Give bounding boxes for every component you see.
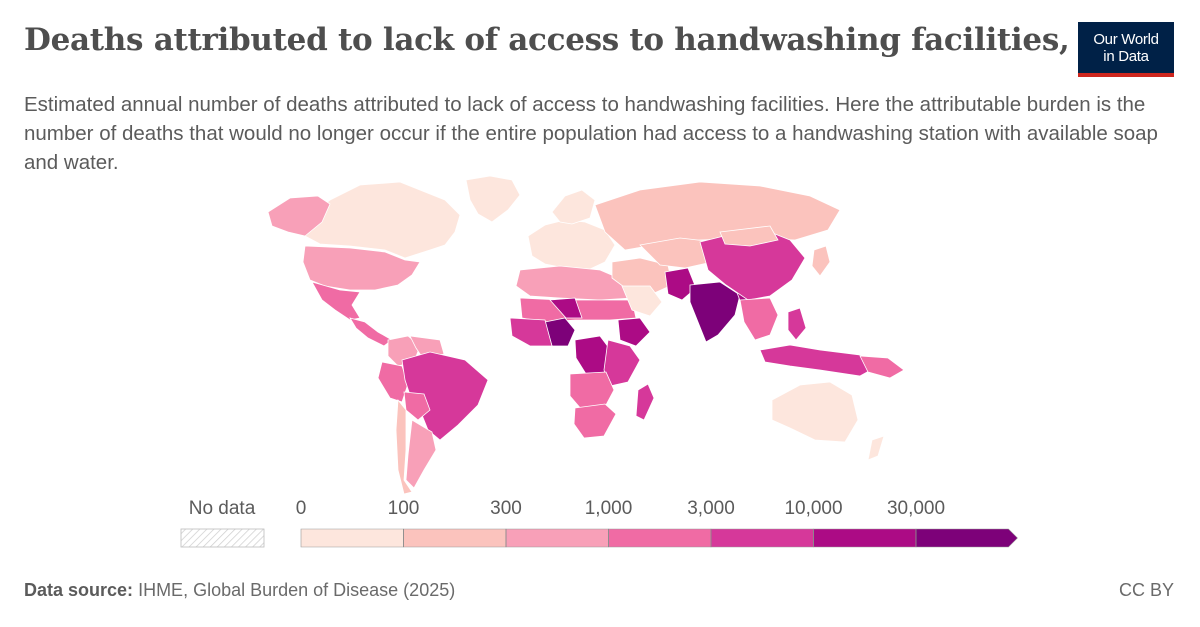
legend-tick-label: 1,000 bbox=[585, 498, 633, 519]
data-source-text: IHME, Global Burden of Disease (2025) bbox=[138, 580, 456, 600]
chart-subtitle: Estimated annual number of deaths attrib… bbox=[24, 93, 1158, 174]
region-niger[interactable] bbox=[549, 297, 583, 319]
region-mongolia[interactable] bbox=[719, 225, 779, 247]
legend-no-data-swatch[interactable] bbox=[180, 528, 265, 548]
region-pakistan[interactable] bbox=[664, 267, 697, 301]
legend-bin-1[interactable] bbox=[403, 528, 507, 548]
legend-tick-label: 10,000 bbox=[784, 498, 842, 519]
region-west-africa[interactable] bbox=[509, 317, 553, 347]
region-united-states[interactable] bbox=[302, 245, 421, 291]
region-australia[interactable] bbox=[771, 381, 859, 443]
legend-tick-label: 100 bbox=[388, 498, 420, 519]
region-canada[interactable] bbox=[304, 181, 461, 259]
region-saudi-arabia[interactable] bbox=[621, 285, 663, 317]
legend-tick-label: 300 bbox=[490, 498, 522, 519]
region-south-africa[interactable] bbox=[573, 403, 617, 439]
logo-line-1: Our World bbox=[1093, 31, 1159, 48]
region-mexico[interactable] bbox=[311, 281, 361, 321]
legend-bin-6[interactable] bbox=[915, 528, 1018, 548]
region-alaska[interactable] bbox=[267, 195, 331, 237]
region-north-africa[interactable] bbox=[515, 265, 633, 301]
legend-tick-label: 0 bbox=[296, 498, 307, 519]
region-peru[interactable] bbox=[377, 361, 409, 403]
data-source: Data source: IHME, Global Burden of Dise… bbox=[24, 580, 455, 601]
chart-title: Deaths attributed to lack of access to h… bbox=[24, 22, 1166, 58]
data-source-label: Data source: bbox=[24, 580, 134, 600]
owid-logo[interactable]: Our World in Data bbox=[1078, 22, 1174, 77]
legend-bin-3[interactable] bbox=[608, 528, 712, 548]
region-new-zealand[interactable] bbox=[867, 435, 885, 461]
region-papua-new-guinea[interactable] bbox=[859, 355, 905, 379]
legend-bin-4[interactable] bbox=[710, 528, 814, 548]
legend-bin-2[interactable] bbox=[505, 528, 609, 548]
legend-bin-0[interactable] bbox=[300, 528, 404, 548]
region-bolivia[interactable] bbox=[403, 391, 431, 421]
legend-tick-label: 3,000 bbox=[687, 498, 735, 519]
region-madagascar[interactable] bbox=[635, 383, 655, 421]
region-ethiopia[interactable] bbox=[617, 317, 651, 347]
region-greenland[interactable] bbox=[465, 175, 521, 223]
region-india[interactable] bbox=[689, 281, 741, 343]
region-southeast-asia[interactable] bbox=[739, 297, 779, 341]
region-scandinavia[interactable] bbox=[551, 189, 596, 225]
region-chile[interactable] bbox=[395, 398, 413, 495]
region-japan[interactable] bbox=[811, 245, 831, 277]
region-russia[interactable] bbox=[594, 181, 841, 251]
legend-no-data-label: No data bbox=[189, 498, 256, 519]
license[interactable]: CC BY bbox=[1118, 580, 1174, 600]
region-east-africa[interactable] bbox=[603, 339, 641, 387]
region-philippines[interactable] bbox=[787, 307, 807, 341]
logo-line-2: in Data bbox=[1103, 48, 1149, 65]
region-argentina[interactable] bbox=[405, 419, 437, 489]
legend-tick-label: 30,000 bbox=[887, 498, 945, 519]
legend-bin-5[interactable] bbox=[813, 528, 917, 548]
